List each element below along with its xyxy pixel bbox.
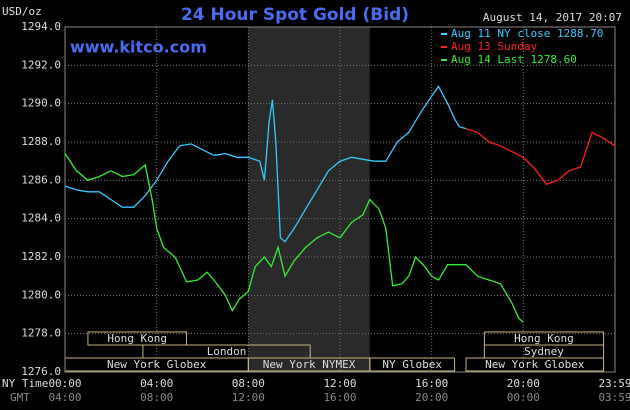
session-label: London xyxy=(207,345,247,358)
y-tick-label: 1292.0 xyxy=(21,58,61,71)
session-box xyxy=(87,331,187,346)
legend-label: Aug 13 Sunday xyxy=(451,40,537,53)
chart-title: 24 Hour Spot Gold (Bid) xyxy=(181,5,409,25)
session-label: New York NYMEX xyxy=(263,358,356,371)
x2-tick-label: 08:00 xyxy=(140,391,173,404)
plot-border xyxy=(64,26,616,373)
y-tick-label: 1282.0 xyxy=(21,250,61,263)
x-tick-label: 20:00 xyxy=(507,377,540,390)
x2-tick-label: 20:00 xyxy=(415,391,448,404)
session-label: Hong Kong xyxy=(107,332,167,345)
legend-label: Aug 14 Last 1278.60 xyxy=(451,53,577,66)
x2-axis-label: GMT xyxy=(10,391,30,404)
session-label: NY Globex xyxy=(382,358,442,371)
y-tick-label: 1286.0 xyxy=(21,173,61,186)
session-label: New York Globex xyxy=(485,358,585,371)
y-tick-label: 1278.0 xyxy=(21,327,61,340)
series-line xyxy=(64,153,524,323)
x-tick-label: 12:00 xyxy=(323,377,356,390)
session-box xyxy=(465,357,605,372)
y-tick-label: 1284.0 xyxy=(21,212,61,225)
x2-tick-label: 00:00 xyxy=(507,391,540,404)
shade xyxy=(248,27,370,372)
y-tick-label: 1276.0 xyxy=(21,365,61,378)
y-tick-label: 1290.0 xyxy=(21,97,61,110)
session-box xyxy=(369,357,456,372)
site: www.kitco.com xyxy=(70,38,207,57)
y-tick-label: 1294.0 xyxy=(21,20,61,33)
x-tick-label: 00:00 xyxy=(48,377,81,390)
y-tick-label: 1280.0 xyxy=(21,288,61,301)
x-axis-label: NY Time xyxy=(2,377,48,390)
legend-label: Aug 11 NY close 1288.70 xyxy=(451,27,603,40)
x-tick-label: 16:00 xyxy=(415,377,448,390)
session-label: Hong Kong xyxy=(514,332,574,345)
y-axis-label: USD/oz xyxy=(2,5,42,18)
x2-tick-label: 04:00 xyxy=(48,391,81,404)
session-label: New York Globex xyxy=(107,358,207,371)
timestamp: August 14, 2017 20:07 xyxy=(483,11,622,24)
x2-tick-label: 16:00 xyxy=(323,391,356,404)
x2-tick-label: 12:00 xyxy=(232,391,265,404)
x2-tick-label: 03:59 xyxy=(598,391,630,404)
y-tick-label: 1288.0 xyxy=(21,135,61,148)
session-label: Sydney xyxy=(524,345,564,358)
x-tick-label: 08:00 xyxy=(232,377,265,390)
x-tick-label: 23:59 xyxy=(598,377,630,390)
series-line xyxy=(465,127,616,185)
x-tick-label: 04:00 xyxy=(140,377,173,390)
series-line xyxy=(64,85,467,243)
